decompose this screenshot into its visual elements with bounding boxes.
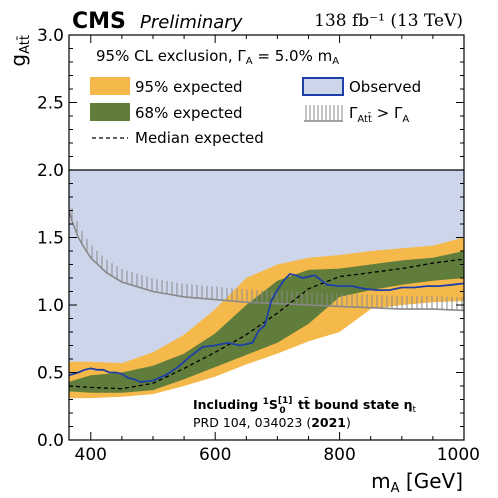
legend-title: 95% CL exclusion, ΓA = 5.0% mA (96, 47, 339, 67)
x-tick-label: 800 (323, 445, 355, 465)
x-tick-label: 600 (199, 445, 231, 465)
x-axis: 400 600 800 1000 (75, 35, 480, 465)
legend-label-95-expected: 95% expected (135, 78, 243, 96)
y-tick-label: 1.5 (37, 229, 64, 249)
annotation-bound-state: Including 1S[1] 0 tt̄ bound state ηt (193, 396, 416, 416)
lumi-label: 138 fb⁻¹ (13 TeV) (314, 11, 463, 31)
observed-line (69, 273, 464, 383)
y-tick-label: 3.0 (37, 26, 64, 46)
annotation-reference: PRD 104, 034023 (2021) (193, 415, 351, 430)
legend-swatch-68-expected (90, 103, 130, 121)
legend-swatch-95-expected (90, 77, 130, 95)
experiment-label: CMS (72, 9, 126, 34)
legend: 95% CL exclusion, ΓA = 5.0% mA 95% expec… (90, 47, 421, 147)
legend-swatch-observed (302, 77, 344, 96)
y-tick-label: 0.5 (37, 364, 64, 384)
legend-region (69, 35, 464, 170)
plot-area (69, 35, 464, 399)
x-axis-label: mA [GeV] (371, 469, 463, 496)
x-tick-label: 400 (75, 445, 107, 465)
y-axis: 0.0 0.5 1.0 1.5 2.0 2.5 3.0 (37, 26, 464, 451)
y-tick-label: 2.5 (37, 94, 64, 114)
y-tick-label: 0.0 (37, 431, 64, 451)
legend-label-68-expected: 68% expected (135, 104, 243, 122)
width-boundary-line (69, 210, 464, 312)
width-boundary-hatching (71, 207, 463, 311)
y-axis-label: gAtt̄ (6, 35, 33, 67)
y-tick-label: 1.0 (37, 296, 64, 316)
x-tick-label: 1000 (437, 445, 480, 465)
annotation: Including 1S[1] 0 tt̄ bound state ηt PRD … (193, 396, 416, 430)
y-tick-label: 2.0 (37, 161, 64, 181)
median-expected-line (69, 258, 464, 390)
legend-swatch-width (304, 105, 343, 122)
legend-label-median: Median expected (135, 129, 264, 147)
legend-label-observed: Observed (349, 78, 421, 96)
status-label: Preliminary (140, 12, 243, 33)
